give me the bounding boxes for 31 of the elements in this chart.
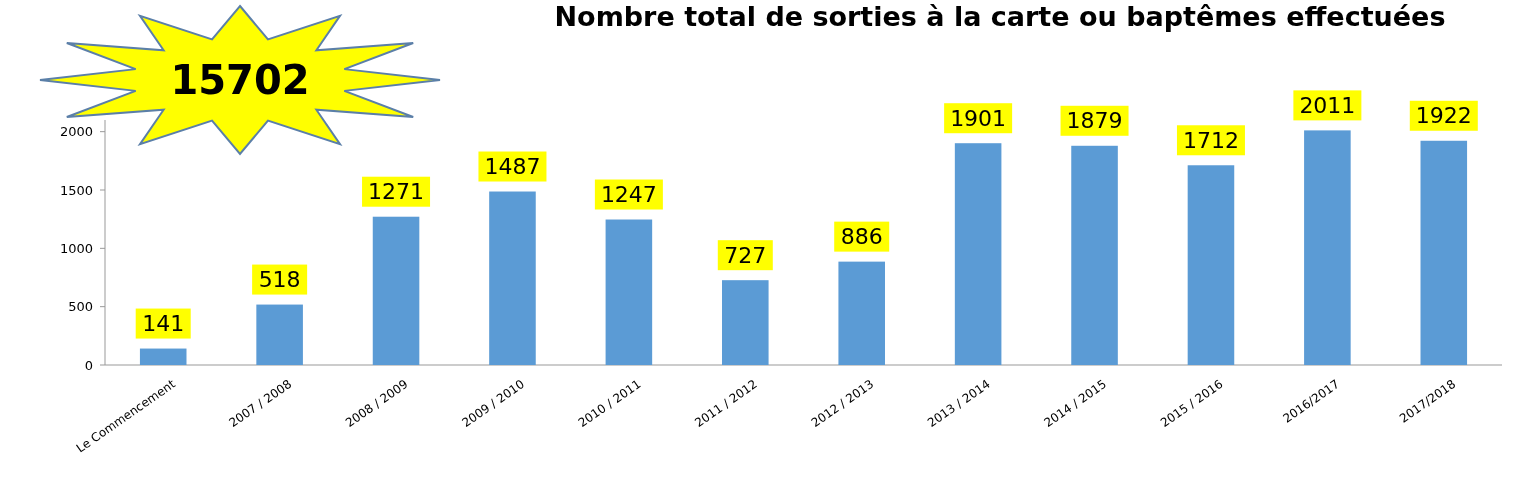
data-label: 1712 — [1182, 127, 1239, 153]
data-label: 2011 — [1299, 93, 1356, 119]
data-label: 1901 — [950, 105, 1007, 131]
data-label: 141 — [142, 311, 185, 337]
bar — [838, 261, 885, 365]
bar — [372, 216, 420, 365]
chart-title: Nombre total de sorties à la carte ou baptêmes effectuées — [554, 1, 1446, 32]
y-tick-label: 500 — [68, 299, 93, 315]
y-tick-label: 0 — [84, 357, 93, 373]
bar — [1420, 140, 1468, 365]
bar — [1304, 130, 1351, 365]
bar — [139, 348, 187, 365]
data-label: 727 — [724, 242, 767, 268]
y-tick-label: 2000 — [59, 124, 93, 140]
data-label: 1879 — [1066, 108, 1123, 134]
bar — [256, 304, 303, 365]
y-tick-label: 1000 — [59, 240, 93, 256]
bar — [605, 219, 653, 365]
data-label: 1487 — [484, 154, 541, 180]
bar — [1187, 165, 1235, 365]
y-tick-label: 1500 — [59, 182, 93, 198]
data-label: 886 — [840, 224, 883, 250]
bar — [489, 191, 536, 365]
data-label: 1271 — [368, 179, 425, 205]
bar — [722, 280, 769, 365]
bar — [954, 143, 1002, 365]
data-label: 518 — [258, 267, 301, 293]
bar — [1071, 145, 1118, 365]
data-label: 1247 — [600, 182, 657, 208]
text: 15702 — [170, 57, 310, 103]
data-label: 1922 — [1415, 103, 1472, 129]
